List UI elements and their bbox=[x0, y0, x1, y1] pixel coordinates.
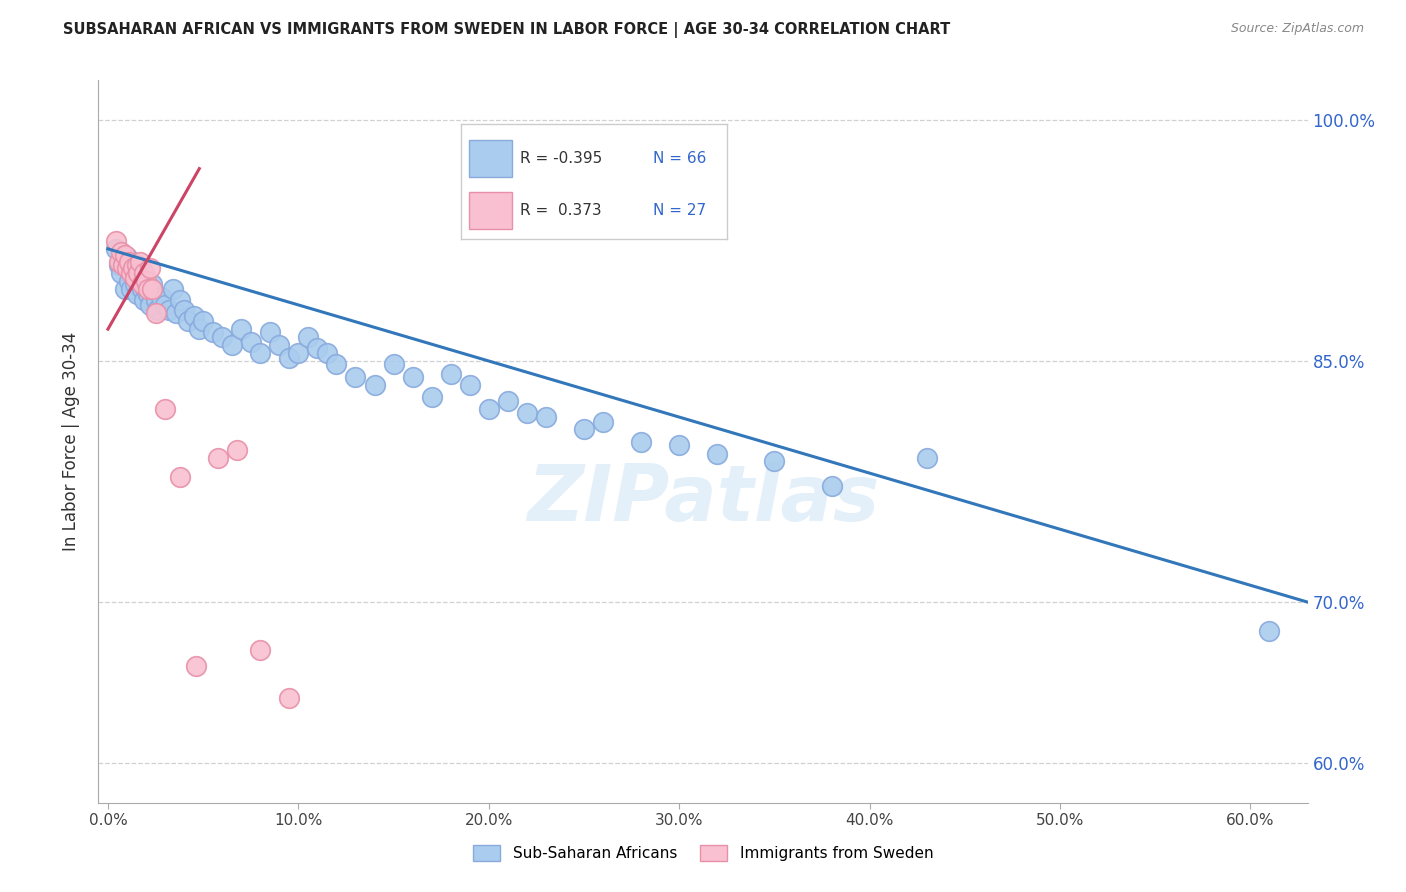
Point bbox=[420, 390, 443, 404]
Point bbox=[188, 322, 211, 336]
Point bbox=[121, 261, 143, 276]
Point bbox=[496, 394, 519, 409]
Point bbox=[121, 266, 143, 280]
Point bbox=[173, 302, 195, 317]
Point bbox=[114, 248, 136, 262]
Point bbox=[668, 438, 690, 452]
Point bbox=[191, 314, 214, 328]
Point bbox=[382, 358, 405, 372]
Point bbox=[458, 378, 481, 392]
Point bbox=[249, 643, 271, 657]
Point bbox=[157, 302, 180, 317]
Point bbox=[183, 310, 205, 324]
Point bbox=[1201, 884, 1223, 892]
Point bbox=[630, 434, 652, 449]
Point bbox=[297, 330, 319, 344]
Point bbox=[118, 254, 141, 268]
Y-axis label: In Labor Force | Age 30-34: In Labor Force | Age 30-34 bbox=[62, 332, 80, 551]
Point bbox=[135, 274, 157, 288]
Point bbox=[249, 346, 271, 360]
Point bbox=[763, 454, 786, 468]
Point bbox=[706, 447, 728, 461]
Point bbox=[344, 370, 367, 384]
Point bbox=[440, 367, 463, 381]
Point bbox=[207, 450, 229, 465]
Point bbox=[129, 254, 152, 268]
Point bbox=[135, 282, 157, 296]
Point bbox=[120, 266, 142, 280]
Point bbox=[516, 406, 538, 420]
Point bbox=[139, 298, 162, 312]
Point bbox=[134, 293, 156, 308]
Point bbox=[131, 277, 153, 292]
Point bbox=[136, 282, 159, 296]
Point bbox=[226, 442, 249, 457]
Point bbox=[124, 270, 146, 285]
Point bbox=[131, 282, 153, 296]
Point bbox=[162, 282, 184, 296]
Point bbox=[239, 334, 262, 349]
Point bbox=[478, 402, 501, 417]
Point bbox=[820, 479, 842, 493]
Point bbox=[134, 266, 156, 280]
Point bbox=[136, 286, 159, 301]
Point bbox=[325, 358, 347, 372]
Point bbox=[153, 298, 176, 312]
Point bbox=[125, 286, 148, 301]
Point bbox=[104, 242, 127, 256]
Point bbox=[127, 274, 149, 288]
Point bbox=[363, 378, 385, 392]
Point bbox=[124, 277, 146, 292]
Point bbox=[125, 258, 148, 272]
Point bbox=[139, 261, 162, 276]
Point bbox=[592, 415, 614, 429]
Point bbox=[166, 306, 188, 320]
Point bbox=[169, 470, 191, 484]
Point bbox=[108, 258, 131, 272]
Legend: Sub-Saharan Africans, Immigrants from Sweden: Sub-Saharan Africans, Immigrants from Sw… bbox=[467, 839, 939, 867]
Point bbox=[534, 410, 557, 425]
Point bbox=[307, 342, 329, 356]
Point bbox=[915, 450, 938, 465]
Point bbox=[211, 330, 233, 344]
Text: SUBSAHARAN AFRICAN VS IMMIGRANTS FROM SWEDEN IN LABOR FORCE | AGE 30-34 CORRELAT: SUBSAHARAN AFRICAN VS IMMIGRANTS FROM SW… bbox=[63, 22, 950, 38]
Point bbox=[153, 402, 176, 417]
Point bbox=[572, 422, 595, 436]
Point bbox=[277, 351, 299, 365]
Point bbox=[120, 282, 142, 296]
Point bbox=[259, 326, 281, 340]
Point bbox=[231, 322, 253, 336]
Point bbox=[316, 346, 339, 360]
Point bbox=[114, 282, 136, 296]
Text: ZIPatlas: ZIPatlas bbox=[527, 461, 879, 537]
Point bbox=[108, 254, 131, 268]
Point bbox=[169, 293, 191, 308]
Point bbox=[115, 250, 138, 264]
Point bbox=[104, 234, 127, 248]
Point bbox=[277, 691, 299, 706]
Point bbox=[118, 274, 141, 288]
Point bbox=[110, 266, 132, 280]
Point bbox=[141, 277, 163, 292]
Point bbox=[401, 370, 423, 384]
Point bbox=[127, 266, 149, 280]
Point bbox=[269, 338, 291, 352]
Point bbox=[141, 282, 163, 296]
Point bbox=[145, 293, 167, 308]
Point bbox=[177, 314, 200, 328]
Point bbox=[115, 261, 138, 276]
Point bbox=[150, 290, 173, 304]
Point bbox=[184, 659, 207, 673]
Point bbox=[1258, 624, 1281, 638]
Point bbox=[146, 302, 169, 317]
Point bbox=[110, 245, 132, 260]
Point bbox=[221, 338, 243, 352]
Point bbox=[201, 326, 224, 340]
Text: Source: ZipAtlas.com: Source: ZipAtlas.com bbox=[1230, 22, 1364, 36]
Point bbox=[145, 306, 167, 320]
Point bbox=[287, 346, 309, 360]
Point bbox=[112, 258, 135, 272]
Point bbox=[1125, 884, 1147, 892]
